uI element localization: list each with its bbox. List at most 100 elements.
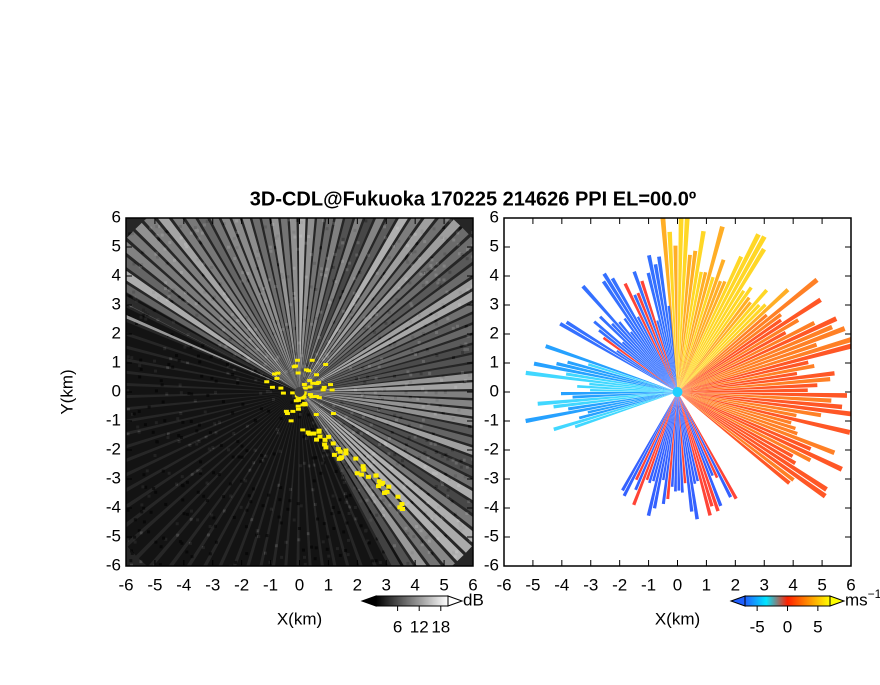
echo-yellow [400,506,406,511]
noise [265,534,269,538]
noise [317,335,321,339]
echo-yellow [376,479,382,484]
y-tick-label: 4 [490,265,499,284]
noise [304,241,308,245]
noise [429,518,433,522]
y-tick-label: -6 [484,555,499,574]
noise [334,417,338,421]
noise [413,250,417,254]
radar-echo [677,392,681,491]
noise [219,282,223,286]
radar-echo [677,392,714,507]
noise [371,559,375,563]
noise [423,450,427,454]
radar-echo [677,280,727,392]
noise [169,357,173,361]
y-tick-label: -1 [106,410,121,429]
noise [188,443,192,447]
y-axis-label: Y(km) [57,369,76,414]
noise [248,468,252,472]
noise [404,383,408,387]
noise [292,266,296,270]
noise [168,288,172,292]
noise [390,430,394,434]
radar-echo [621,392,678,492]
noise [461,351,465,355]
noise [133,535,137,539]
noise [433,442,437,446]
noise [452,356,456,360]
noise [203,290,207,294]
echo-yellow [373,473,379,478]
radar-echo [646,272,678,392]
radar-echo [677,392,687,484]
radar-site [672,387,683,397]
noise [312,463,316,467]
x-tick-label: -3 [205,575,220,594]
noise [276,355,280,359]
y-tick-label: 1 [112,352,121,371]
radar-echo [677,392,719,479]
noise [214,540,218,544]
radar-echo [559,322,678,392]
radar-echo [299,236,473,392]
noise [235,219,239,223]
noise [406,531,410,535]
noise [273,246,277,250]
radar-echo [677,318,783,392]
noise [377,365,381,369]
radar-echo [621,341,678,392]
noise [396,510,400,514]
radar-echo [289,218,300,392]
noise [430,258,434,262]
echo-yellow [290,409,296,413]
noise [380,397,384,401]
radar-echo [677,392,792,425]
radar-echo [173,392,300,566]
noise [342,474,346,478]
radar-echo [299,392,405,566]
radar-echo [126,392,300,543]
figure-title: 3D-CDL@Fukuoka 170225 214626 PPI EL=00.0… [250,188,696,210]
noise [399,416,403,420]
noise [262,286,266,290]
noise [297,415,301,419]
noise [464,342,468,346]
echo-yellow [305,430,311,435]
noise [295,219,299,223]
noise [465,257,469,261]
echo-yellow [384,489,390,494]
colorbar-tick-label: 18 [431,617,450,636]
radar-echo [652,392,678,482]
y-tick-label: 1 [490,352,499,371]
noise [206,533,210,537]
radar-echo [670,392,678,487]
noise [457,252,461,256]
noise [219,317,223,321]
noise [434,450,438,454]
radar-echo [674,392,678,492]
noise [416,397,420,401]
noise [259,289,263,293]
noise [383,236,387,240]
noise [341,309,345,313]
noise [300,368,304,372]
radar-echo [677,392,797,465]
noise [429,312,433,316]
noise [367,364,371,368]
colorbar-tick-label: 5 [813,617,822,636]
radar-echo [299,219,461,392]
radar-echo [587,392,678,414]
radar-echo [677,318,800,392]
radar-echo [299,354,473,392]
noise [196,469,200,473]
y-tick-label: -2 [106,439,121,458]
noise [332,320,336,324]
noise [177,359,181,363]
radar-echo [599,315,678,392]
unit-exponent: −1 [868,587,880,601]
radar-echo [677,255,744,392]
noise [290,400,294,404]
noise [423,323,427,327]
echo-yellow [301,382,307,386]
